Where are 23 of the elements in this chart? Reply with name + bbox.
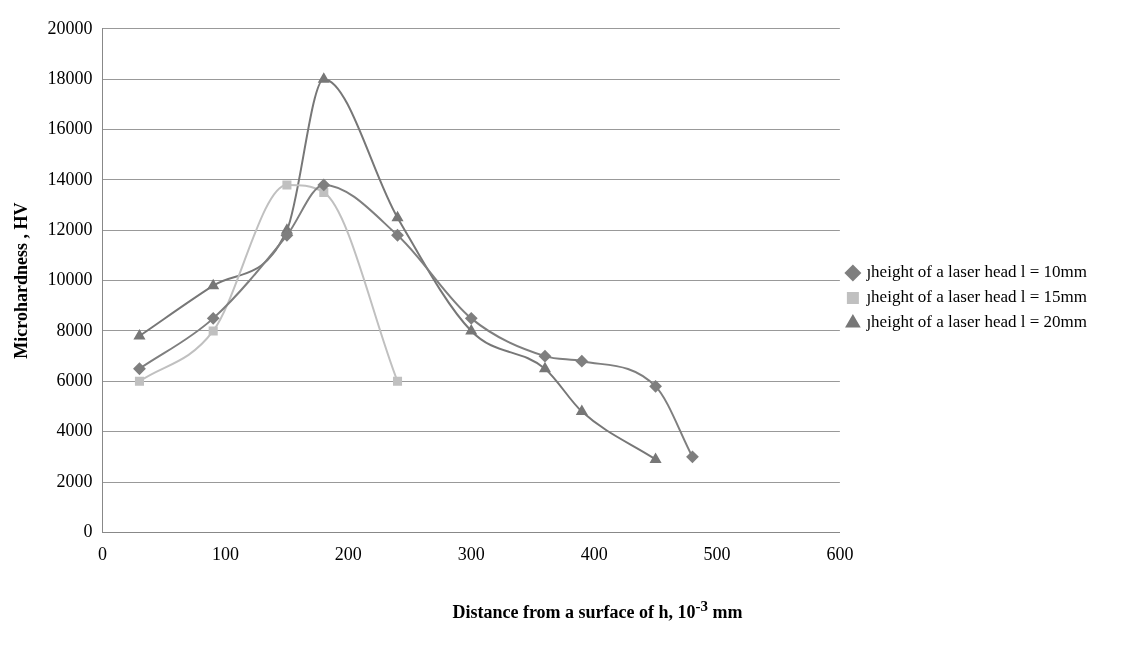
x-tick-label: 100 <box>211 543 239 564</box>
x-tick-label: 500 <box>703 543 731 564</box>
x-tick-label: 200 <box>334 543 362 564</box>
y-tick-label: 8000 <box>56 319 93 340</box>
y-tick-label: 14000 <box>47 168 93 189</box>
y-tick-label: 4000 <box>56 420 93 441</box>
legend-label: ȷheight of a laser head l = 10mm <box>865 262 1088 282</box>
y-axis-title: Microhardness , HV <box>11 202 32 359</box>
x-tick-label: 300 <box>457 543 485 564</box>
y-tick-label: 0 <box>83 521 93 542</box>
x-tick-label: 0 <box>98 543 108 564</box>
legend-label: ȷheight of a laser head l = 20mm <box>865 312 1088 332</box>
legend-label: ȷheight of a laser head l = 15mm <box>865 287 1088 307</box>
x-axis-title: Distance from a surface of h, 10$^{-3}$ mm <box>451 598 744 623</box>
y-tick-label: 10000 <box>47 269 93 290</box>
x-tick-label: 400 <box>580 543 608 564</box>
x-tick-label: 600 <box>826 543 854 564</box>
y-tick-label: 6000 <box>56 370 93 391</box>
y-tick-label: 16000 <box>47 118 93 139</box>
y-tick-label: 12000 <box>47 218 93 239</box>
y-tick-label: 18000 <box>47 67 93 88</box>
y-tick-label: 2000 <box>56 470 93 491</box>
y-tick-label: 20000 <box>47 17 93 38</box>
